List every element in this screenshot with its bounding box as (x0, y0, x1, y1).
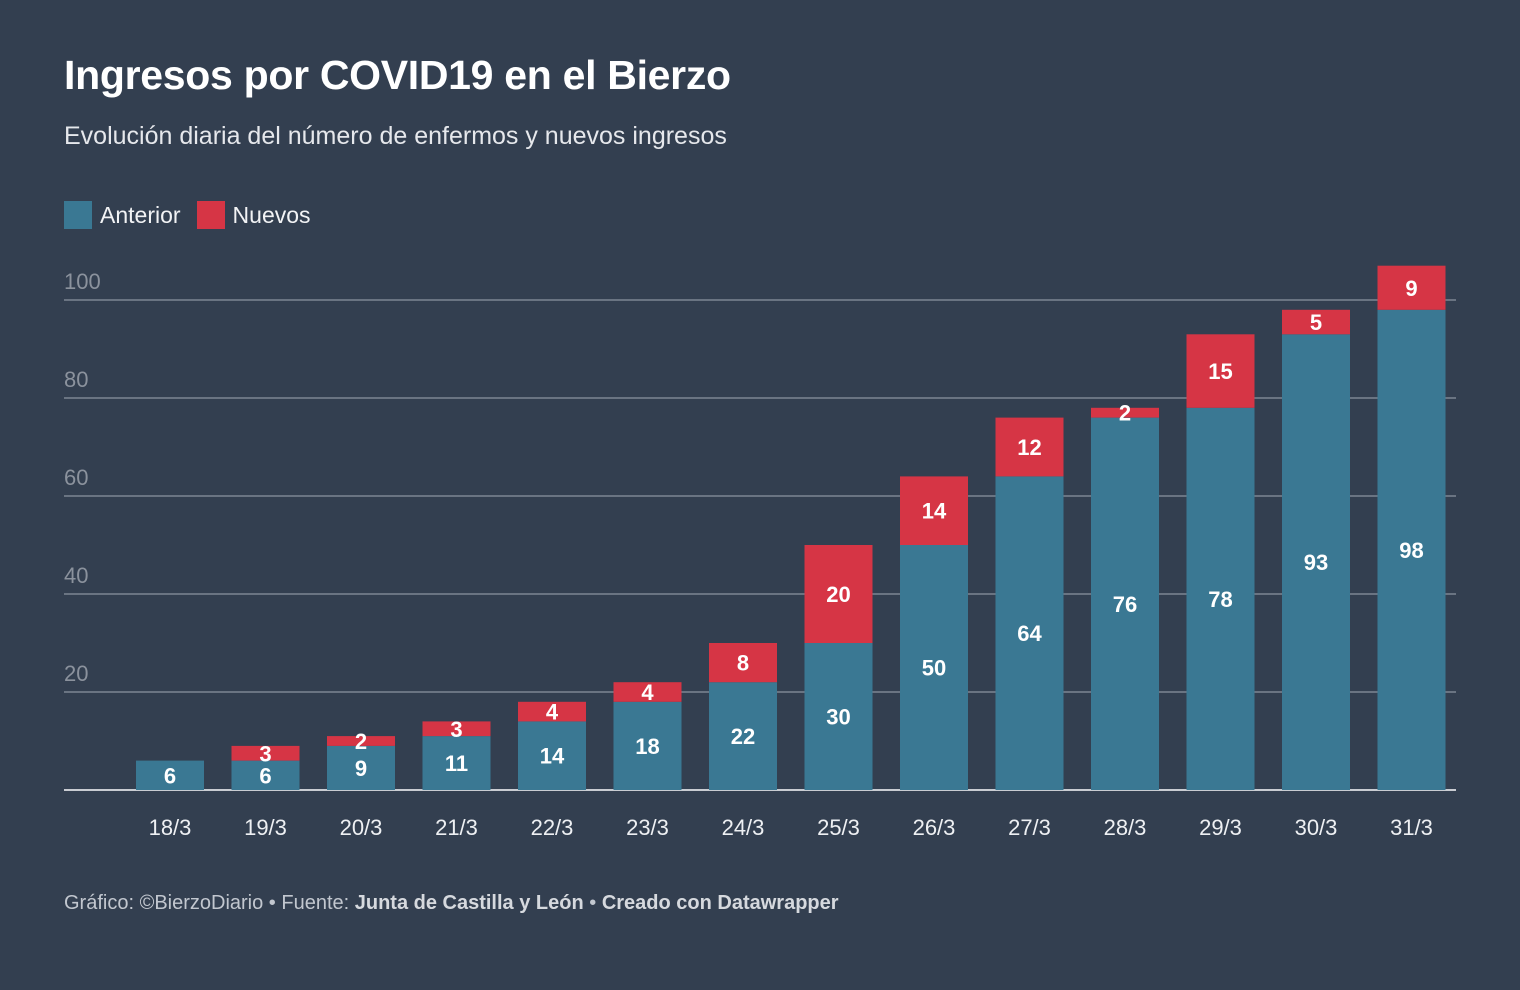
legend-swatch-anterior (64, 201, 92, 229)
data-label-nuevos-28/3: 2 (1119, 401, 1131, 426)
x-tick-label-19/3: 19/3 (244, 815, 287, 840)
x-tick-label-20/3: 20/3 (340, 815, 383, 840)
footer-separator: • (583, 892, 602, 914)
x-tick-label-18/3: 18/3 (149, 815, 192, 840)
stacked-bar-chart: 20406080100618/36319/39220/311321/314422… (64, 265, 1456, 840)
data-label-anterior-24/3: 22 (731, 724, 755, 749)
data-label-anterior-20/3: 9 (355, 756, 367, 781)
bar-anterior-25/3 (804, 643, 873, 790)
data-label-anterior-25/3: 30 (826, 705, 850, 730)
data-label-anterior-23/3: 18 (635, 734, 659, 759)
data-label-anterior-30/3: 93 (1304, 550, 1328, 575)
bar-anterior-29/3 (1186, 407, 1255, 790)
data-label-nuevos-25/3: 20 (826, 582, 850, 607)
bar-nuevos-23/3 (613, 682, 682, 702)
y-tick-label-60: 60 (64, 465, 88, 490)
legend-label-anterior: Anterior (100, 201, 181, 228)
bar-nuevos-26/3 (900, 476, 968, 545)
y-tick-label-20: 20 (64, 661, 88, 686)
bar-anterior-24/3 (709, 682, 777, 790)
x-tick-label-25/3: 25/3 (817, 815, 860, 840)
chart-title: Ingresos por COVID19 en el Bierzo (64, 52, 731, 98)
bar-nuevos-30/3 (1282, 309, 1350, 335)
bar-nuevos-28/3 (1091, 407, 1159, 418)
bar-nuevos-27/3 (995, 417, 1064, 477)
bar-nuevos-31/3 (1377, 265, 1446, 310)
bar-anterior-18/3 (136, 760, 204, 790)
data-label-anterior-19/3: 6 (259, 763, 271, 788)
data-label-anterior-29/3: 78 (1208, 587, 1232, 612)
data-label-nuevos-29/3: 15 (1208, 359, 1232, 384)
chart-legend: Anterior Nuevos (64, 201, 327, 229)
x-tick-label-29/3: 29/3 (1199, 815, 1242, 840)
x-tick-label-28/3: 28/3 (1104, 815, 1147, 840)
data-label-nuevos-21/3: 3 (450, 717, 462, 742)
x-tick-label-24/3: 24/3 (722, 815, 765, 840)
chart-footer: Gráfico: ©BierzoDiario • Fuente: Junta d… (64, 892, 839, 915)
data-label-nuevos-27/3: 12 (1017, 435, 1041, 460)
bar-nuevos-25/3 (804, 545, 873, 643)
x-tick-label-23/3: 23/3 (626, 815, 669, 840)
x-tick-label-22/3: 22/3 (531, 815, 574, 840)
x-tick-label-21/3: 21/3 (435, 815, 478, 840)
bar-anterior-27/3 (995, 476, 1064, 790)
bar-nuevos-29/3 (1186, 334, 1255, 408)
data-label-anterior-31/3: 98 (1399, 538, 1423, 563)
bar-anterior-28/3 (1091, 417, 1159, 790)
data-label-anterior-28/3: 76 (1113, 592, 1137, 617)
data-label-nuevos-30/3: 5 (1310, 310, 1322, 335)
bar-anterior-23/3 (613, 701, 682, 790)
data-label-nuevos-26/3: 14 (922, 499, 947, 524)
bar-nuevos-21/3 (422, 721, 491, 737)
footer-prefix: Gráfico: ©BierzoDiario • Fuente: (64, 892, 355, 914)
data-label-anterior-22/3: 14 (540, 744, 565, 769)
data-label-nuevos-23/3: 4 (641, 680, 654, 705)
x-tick-label-31/3: 31/3 (1390, 815, 1433, 840)
legend-label-nuevos: Nuevos (232, 201, 311, 228)
x-tick-label-26/3: 26/3 (913, 815, 956, 840)
data-label-nuevos-31/3: 9 (1405, 276, 1417, 301)
y-tick-label-40: 40 (64, 563, 88, 588)
footer-source: Junta de Castilla y León (354, 892, 584, 914)
bar-anterior-30/3 (1282, 334, 1350, 790)
bar-nuevos-19/3 (231, 745, 300, 761)
chart-subtitle: Evolución diaria del número de enfermos … (64, 122, 727, 150)
data-label-nuevos-19/3: 3 (259, 741, 271, 766)
data-label-nuevos-20/3: 2 (355, 729, 367, 754)
y-tick-label-100: 100 (64, 269, 101, 294)
data-label-nuevos-22/3: 4 (546, 700, 559, 725)
bar-anterior-21/3 (422, 736, 491, 790)
data-label-anterior-27/3: 64 (1017, 621, 1042, 646)
y-tick-label-80: 80 (64, 367, 88, 392)
data-label-anterior-26/3: 50 (922, 656, 946, 681)
bar-nuevos-20/3 (327, 736, 395, 746)
x-tick-label-27/3: 27/3 (1008, 815, 1051, 840)
legend-item-anterior: Anterior (64, 201, 181, 229)
footer-credit: Creado con Datawrapper (601, 892, 839, 914)
bar-anterior-19/3 (231, 760, 300, 790)
bar-anterior-22/3 (518, 721, 586, 790)
bar-anterior-20/3 (327, 745, 395, 790)
data-label-nuevos-24/3: 8 (737, 651, 749, 676)
x-tick-label-30/3: 30/3 (1295, 815, 1338, 840)
bar-anterior-31/3 (1377, 309, 1446, 790)
bar-nuevos-24/3 (709, 643, 777, 683)
legend-item-nuevos: Nuevos (196, 201, 311, 229)
legend-swatch-nuevos (196, 201, 225, 229)
data-label-anterior-18/3: 6 (164, 763, 176, 788)
data-label-anterior-21/3: 11 (445, 751, 468, 776)
bar-nuevos-22/3 (518, 701, 586, 722)
bar-anterior-26/3 (900, 545, 968, 790)
